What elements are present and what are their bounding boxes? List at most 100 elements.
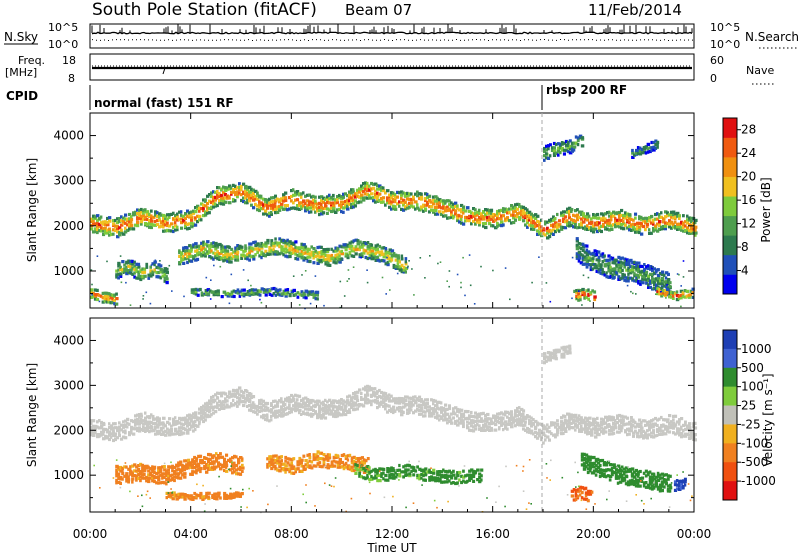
scatter-cell	[650, 419, 653, 423]
scatter-cell	[236, 291, 240, 295]
scatter-cell	[625, 260, 629, 264]
scatter-cell	[658, 432, 662, 436]
scatter-cell	[566, 219, 569, 223]
scatter-cell	[542, 424, 546, 428]
scatter-cell	[402, 265, 406, 270]
scatter-cell	[101, 291, 104, 295]
scatter-cell	[631, 270, 635, 274]
scatter-cell	[454, 406, 458, 410]
scatter-cell	[177, 461, 180, 465]
scatter-cell	[163, 269, 167, 273]
scatter-cell	[558, 151, 562, 155]
scatter-cell	[629, 276, 633, 280]
scatter-cell	[196, 424, 200, 428]
scatter-cell	[390, 207, 393, 211]
scatter-cell	[306, 411, 310, 415]
scatter-cell	[184, 257, 188, 261]
scatter-cell	[653, 277, 657, 281]
scatter-cell	[396, 262, 400, 266]
scatter-cell	[280, 414, 284, 418]
noise-speck	[210, 279, 212, 281]
scatter-cell	[616, 222, 619, 226]
scatter-cell	[248, 190, 251, 194]
scatter-cell	[322, 255, 325, 259]
scatter-cell	[296, 253, 299, 257]
scatter-cell	[180, 259, 183, 263]
scatter-cell	[135, 478, 138, 482]
scatter-cell	[645, 265, 648, 269]
scatter-cell	[666, 418, 670, 422]
scatter-cell	[629, 258, 633, 262]
scatter-cell	[109, 301, 113, 305]
scatter-cell	[470, 222, 473, 226]
scatter-cell	[270, 239, 274, 243]
scatter-cell	[398, 463, 401, 468]
scatter-cell	[298, 207, 302, 211]
scatter-cell	[228, 245, 231, 250]
scatter-cell	[125, 272, 129, 276]
scatter-cell	[222, 391, 226, 395]
scatter-cell	[246, 191, 249, 196]
scatter-cell	[656, 229, 660, 233]
scatter-cell	[147, 476, 151, 481]
scatter-cell	[488, 215, 492, 219]
scatter-cell	[600, 212, 604, 216]
scatter-cell	[196, 206, 199, 211]
scatter-cell	[658, 213, 661, 217]
scatter-cell	[192, 290, 196, 294]
scatter-cell	[234, 402, 238, 406]
scatter-cell	[120, 428, 124, 432]
scatter-cell	[202, 214, 206, 218]
scatter-cell	[386, 397, 389, 401]
scatter-cell	[640, 434, 643, 438]
scatter-cell	[633, 153, 637, 157]
scatter-cell	[234, 394, 237, 398]
noise-speck	[118, 276, 121, 278]
scatter-cell	[322, 211, 326, 215]
scatter-cell	[328, 263, 332, 267]
scatter-cell	[436, 478, 439, 483]
scatter-cell	[93, 297, 97, 301]
scatter-cell	[270, 242, 274, 246]
scatter-cell	[150, 214, 153, 218]
scatter-cell	[143, 467, 147, 471]
scatter-cell	[562, 152, 566, 156]
scatter-cell	[380, 400, 383, 404]
scatter-cell	[274, 207, 278, 211]
scatter-cell	[217, 464, 221, 468]
scatter-cell	[442, 205, 445, 209]
scatter-cell	[607, 275, 611, 279]
scatter-cell	[382, 401, 386, 405]
scatter-cell	[450, 204, 454, 209]
scatter-cell	[344, 406, 347, 410]
scatter-cell	[152, 215, 156, 219]
scatter-cell	[204, 242, 208, 246]
scatter-cell	[312, 251, 316, 255]
scatter-cell	[604, 220, 607, 224]
scatter-cell	[292, 404, 296, 408]
scatter-cell	[660, 286, 663, 290]
scatter-cell	[102, 229, 105, 233]
scatter-cell	[609, 275, 613, 279]
scatter-cell	[554, 151, 559, 155]
scatter-cell	[236, 244, 240, 248]
scatter-cell	[300, 412, 303, 416]
scatter-cell	[102, 226, 106, 231]
scatter-cell	[588, 416, 592, 420]
scatter-cell	[644, 434, 647, 438]
scatter-cell	[133, 271, 136, 275]
scatter-cell	[100, 433, 103, 437]
scatter-cell	[145, 464, 149, 468]
scatter-cell	[168, 422, 171, 426]
scatter-cell	[338, 465, 342, 469]
scatter-cell	[684, 224, 687, 228]
scatter-cell	[454, 420, 457, 424]
scatter-cell	[476, 416, 479, 420]
scatter-cell	[278, 293, 283, 297]
scatter-cell	[350, 459, 354, 463]
scatter-cell	[160, 432, 163, 436]
nsky-tick-top: 10^5	[48, 21, 78, 34]
scatter-cell	[208, 193, 212, 197]
scatter-cell	[170, 229, 173, 233]
scatter-cell	[282, 462, 286, 466]
